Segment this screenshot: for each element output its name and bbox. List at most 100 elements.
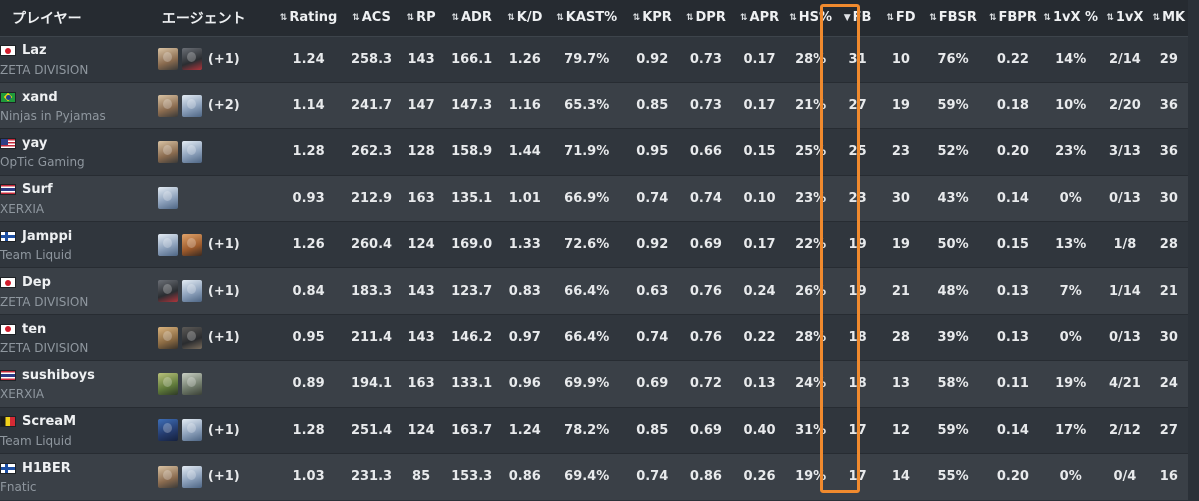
column-header-fbpr[interactable]: ⇅ FBPR	[984, 0, 1042, 37]
column-header-clutch[interactable]: ⇅ 1vX	[1100, 0, 1150, 37]
agents-cell: (+1)	[157, 406, 275, 454]
stat-kpr: 0.85	[625, 81, 680, 129]
column-header-fb[interactable]: ▼ FB	[834, 0, 881, 37]
sort-both-icon: ⇅	[789, 13, 797, 24]
stat-acs: 212.9	[342, 174, 401, 222]
stat-mk: 28	[1149, 221, 1188, 268]
stat-clutch: 0/13	[1100, 313, 1150, 361]
team-name: ZETA DIVISION	[0, 341, 89, 356]
column-header-hs[interactable]: ⇅ HS%	[786, 0, 835, 37]
column-header-agents: エージェント	[157, 0, 275, 37]
column-header-label: ADR	[460, 10, 492, 26]
player-name[interactable]: H1BER	[22, 460, 71, 476]
table-row[interactable]: yay OpTic Gaming 1.28 262.3 128 158.9 1.44 71.9…	[0, 128, 1188, 176]
agent-icons: (+1)	[157, 326, 275, 349]
stat-dpr: 0.72	[679, 360, 733, 408]
player-name[interactable]: Jamppi	[22, 228, 73, 244]
sort-both-icon: ⇅	[451, 13, 459, 24]
player-name[interactable]: sushiboys	[22, 367, 95, 383]
agent-icons	[157, 372, 275, 395]
stat-apr: 0.10	[732, 174, 787, 222]
player-name[interactable]: Dep	[22, 275, 51, 291]
stat-rating: 1.28	[274, 406, 343, 454]
column-header-kd[interactable]: ⇅ K/D	[501, 0, 549, 37]
column-header-kpr[interactable]: ⇅ KPR	[625, 0, 680, 37]
stat-rp: 163	[400, 174, 442, 222]
player-name[interactable]: Surf	[22, 182, 53, 198]
stat-fd: 19	[880, 81, 922, 129]
agent-portrait-icon	[157, 326, 178, 349]
stat-kd: 1.24	[501, 406, 549, 454]
stat-fbpr: 0.13	[984, 313, 1042, 361]
stat-clutch-pct: 19%	[1041, 360, 1101, 408]
sort-both-icon: ⇅	[929, 13, 937, 24]
column-header-label: FD	[895, 10, 916, 26]
team-name: XERXIA	[0, 201, 45, 216]
table-row[interactable]: ScreaM Team Liquid (+1) 1.28 251.4 124 163.7 1.…	[0, 406, 1188, 454]
stat-clutch: 0/13	[1100, 174, 1150, 222]
stat-clutch-pct: 14%	[1041, 35, 1101, 83]
table-row[interactable]: sushiboys XERXIA 0.89 194.1 163 133.1 0.96 69.9…	[0, 360, 1188, 408]
column-header-mk[interactable]: ⇅ MK	[1149, 0, 1188, 37]
table-row[interactable]: H1BER Fnatic (+1) 1.03 231.3 85 153.3 0.86 69.4%…	[0, 453, 1188, 500]
column-header-clutch-pct[interactable]: ⇅ 1vX %	[1041, 0, 1101, 37]
flag-th-icon	[0, 369, 16, 381]
stat-adr: 135.1	[441, 174, 502, 222]
more-agents-count: (+1)	[207, 422, 240, 438]
agents-cell	[157, 174, 275, 222]
player-cell: sushiboys XERXIA	[0, 360, 158, 408]
stat-fbsr: 43%	[921, 174, 985, 222]
table-row[interactable]: Dep ZETA DIVISION (+1) 0.84 183.3 143 123.7 0.8…	[0, 267, 1188, 315]
column-header-apr[interactable]: ⇅ APR	[732, 0, 787, 37]
agents-cell	[157, 128, 275, 176]
stat-rp: 124	[400, 221, 442, 268]
column-header-acs[interactable]: ⇅ ACS	[342, 0, 401, 37]
player-name[interactable]: xand	[22, 89, 58, 105]
stat-kpr: 0.74	[625, 453, 680, 500]
table-row[interactable]: ten ZETA DIVISION (+1) 0.95 211.4 143 146.2 0.9…	[0, 313, 1188, 361]
stat-clutch-pct: 7%	[1041, 267, 1101, 315]
player-name[interactable]: yay	[22, 135, 48, 151]
team-name: OpTic Gaming	[0, 155, 85, 170]
column-header-dpr[interactable]: ⇅ DPR	[679, 0, 733, 37]
stat-fbsr: 52%	[921, 128, 985, 176]
sort-both-icon: ⇅	[1106, 13, 1114, 24]
stat-kd: 0.86	[501, 453, 549, 500]
agent-portrait-icon	[157, 94, 178, 117]
column-header-fbsr[interactable]: ⇅ FBSR	[921, 0, 985, 37]
player-name[interactable]: ScreaM	[22, 414, 77, 430]
stat-clutch: 4/21	[1100, 360, 1150, 408]
stat-fb: 23	[834, 174, 881, 222]
table-row[interactable]: Surf XERXIA 0.93 212.9 163 135.1 1.01 66.9% 0.74…	[0, 174, 1188, 222]
agent-portrait-icon	[181, 419, 202, 442]
stat-mk: 29	[1149, 35, 1188, 83]
stat-fd: 12	[880, 406, 922, 454]
stat-adr: 163.7	[441, 406, 502, 454]
stat-fbpr: 0.20	[984, 128, 1042, 176]
stat-mk: 30	[1149, 313, 1188, 361]
table-row[interactable]: Laz ZETA DIVISION (+1) 1.24 258.3 143 166.1 1.2…	[0, 35, 1188, 83]
table-row[interactable]: xand Ninjas in Pyjamas (+2) 1.14 241.7 147 147…	[0, 81, 1188, 129]
stat-fbsr: 50%	[921, 221, 985, 268]
column-header-rating[interactable]: ⇅ Rating	[274, 0, 343, 37]
player-name[interactable]: Laz	[22, 43, 47, 59]
column-header-rp[interactable]: ⇅ RP	[400, 0, 442, 37]
stat-hs: 31%	[786, 406, 835, 454]
stat-fbpr: 0.14	[984, 174, 1042, 222]
stat-rating: 0.95	[274, 313, 343, 361]
column-header-fd[interactable]: ⇅ FD	[880, 0, 922, 37]
stat-fb: 19	[834, 221, 881, 268]
stat-fbpr: 0.14	[984, 406, 1042, 454]
column-header-label: ACS	[361, 10, 391, 26]
table-row[interactable]: Jamppi Team Liquid (+1) 1.26 260.4 124 169.0 1.…	[0, 221, 1188, 268]
player-name[interactable]: ten	[22, 321, 47, 337]
column-header-label: FBSR	[938, 10, 977, 26]
stat-clutch: 2/14	[1100, 35, 1150, 83]
stat-dpr: 0.76	[679, 267, 733, 315]
player-cell: H1BER Fnatic	[0, 453, 158, 500]
stat-clutch: 1/14	[1100, 267, 1150, 315]
column-header-kast[interactable]: ⇅ KAST%	[548, 0, 626, 37]
team-name: Fnatic	[0, 480, 37, 495]
column-header-adr[interactable]: ⇅ ADR	[441, 0, 502, 37]
